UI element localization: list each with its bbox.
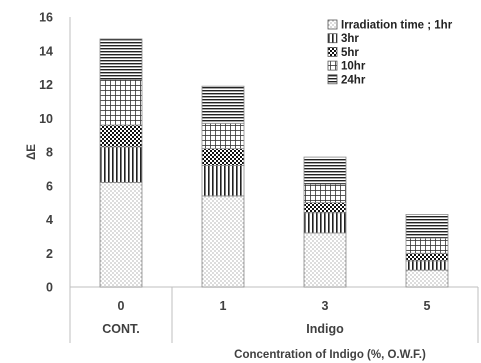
legend-swatch [327, 47, 338, 57]
tick-labels: 0 2 4 6 8 10 12 14 16 0 1 3 5 CONT. Indigo [39, 11, 430, 337]
bars [99, 38, 449, 288]
x-tick-label: 0 [118, 299, 125, 313]
legend-label: 10hr [341, 61, 366, 73]
bar-segment-5-3 [405, 252, 449, 262]
bar-segment-1-2 [201, 165, 245, 197]
bar-segment-5-1 [405, 269, 449, 288]
legend-label: Irradiation time ; 1hr [341, 20, 453, 32]
legend-swatch [327, 33, 338, 44]
y-tick-label: 4 [46, 213, 53, 227]
legend-label: 5hr [341, 47, 359, 59]
y-tick-label: 2 [46, 247, 53, 261]
category-group-label: Indigo [306, 322, 344, 336]
legend-swatch [327, 74, 338, 85]
bar-segment-0-5 [99, 38, 143, 80]
category-group-label: CONT. [102, 322, 140, 336]
bar-segment-5-5 [405, 214, 449, 239]
bar-segment-3-2 [303, 212, 347, 234]
bar-segment-3-1 [303, 232, 347, 288]
bar-segment-1-1 [201, 195, 245, 288]
y-tick-label: 10 [39, 112, 53, 126]
bar-segment-1-3 [201, 148, 245, 166]
y-tick-label: 14 [39, 44, 53, 58]
bar-segment-0-4 [99, 79, 143, 126]
bar-segment-0-3 [99, 124, 143, 148]
bar-segment-3-4 [303, 183, 347, 204]
bar-segment-5-2 [405, 260, 449, 271]
x-tick-label: 3 [322, 299, 329, 313]
y-tick-label: 8 [46, 146, 53, 160]
legend-label: 24hr [341, 74, 366, 86]
y-tick-label: 6 [46, 179, 53, 193]
y-tick-label: 16 [39, 11, 53, 25]
legend-swatch [327, 19, 338, 30]
bar-segment-5-4 [405, 237, 449, 254]
x-axis-title: Concentration of Indigo (%, O.W.F.) [234, 349, 426, 361]
x-tick-label: 1 [220, 299, 227, 313]
bar-segment-1-5 [201, 85, 245, 124]
y-tick-label: 0 [46, 281, 53, 295]
x-tick-label: 5 [424, 299, 431, 313]
bar-segment-3-3 [303, 202, 347, 214]
bar-segment-0-2 [99, 146, 143, 183]
bar-segment-0-1 [99, 181, 143, 288]
legend-label: 3hr [341, 33, 359, 45]
bar-segment-3-5 [303, 156, 347, 185]
y-axis-title: ΔE [26, 144, 38, 160]
legend-swatch [327, 60, 338, 71]
bar-segment-1-4 [201, 122, 245, 150]
y-tick-label: 12 [39, 78, 53, 92]
